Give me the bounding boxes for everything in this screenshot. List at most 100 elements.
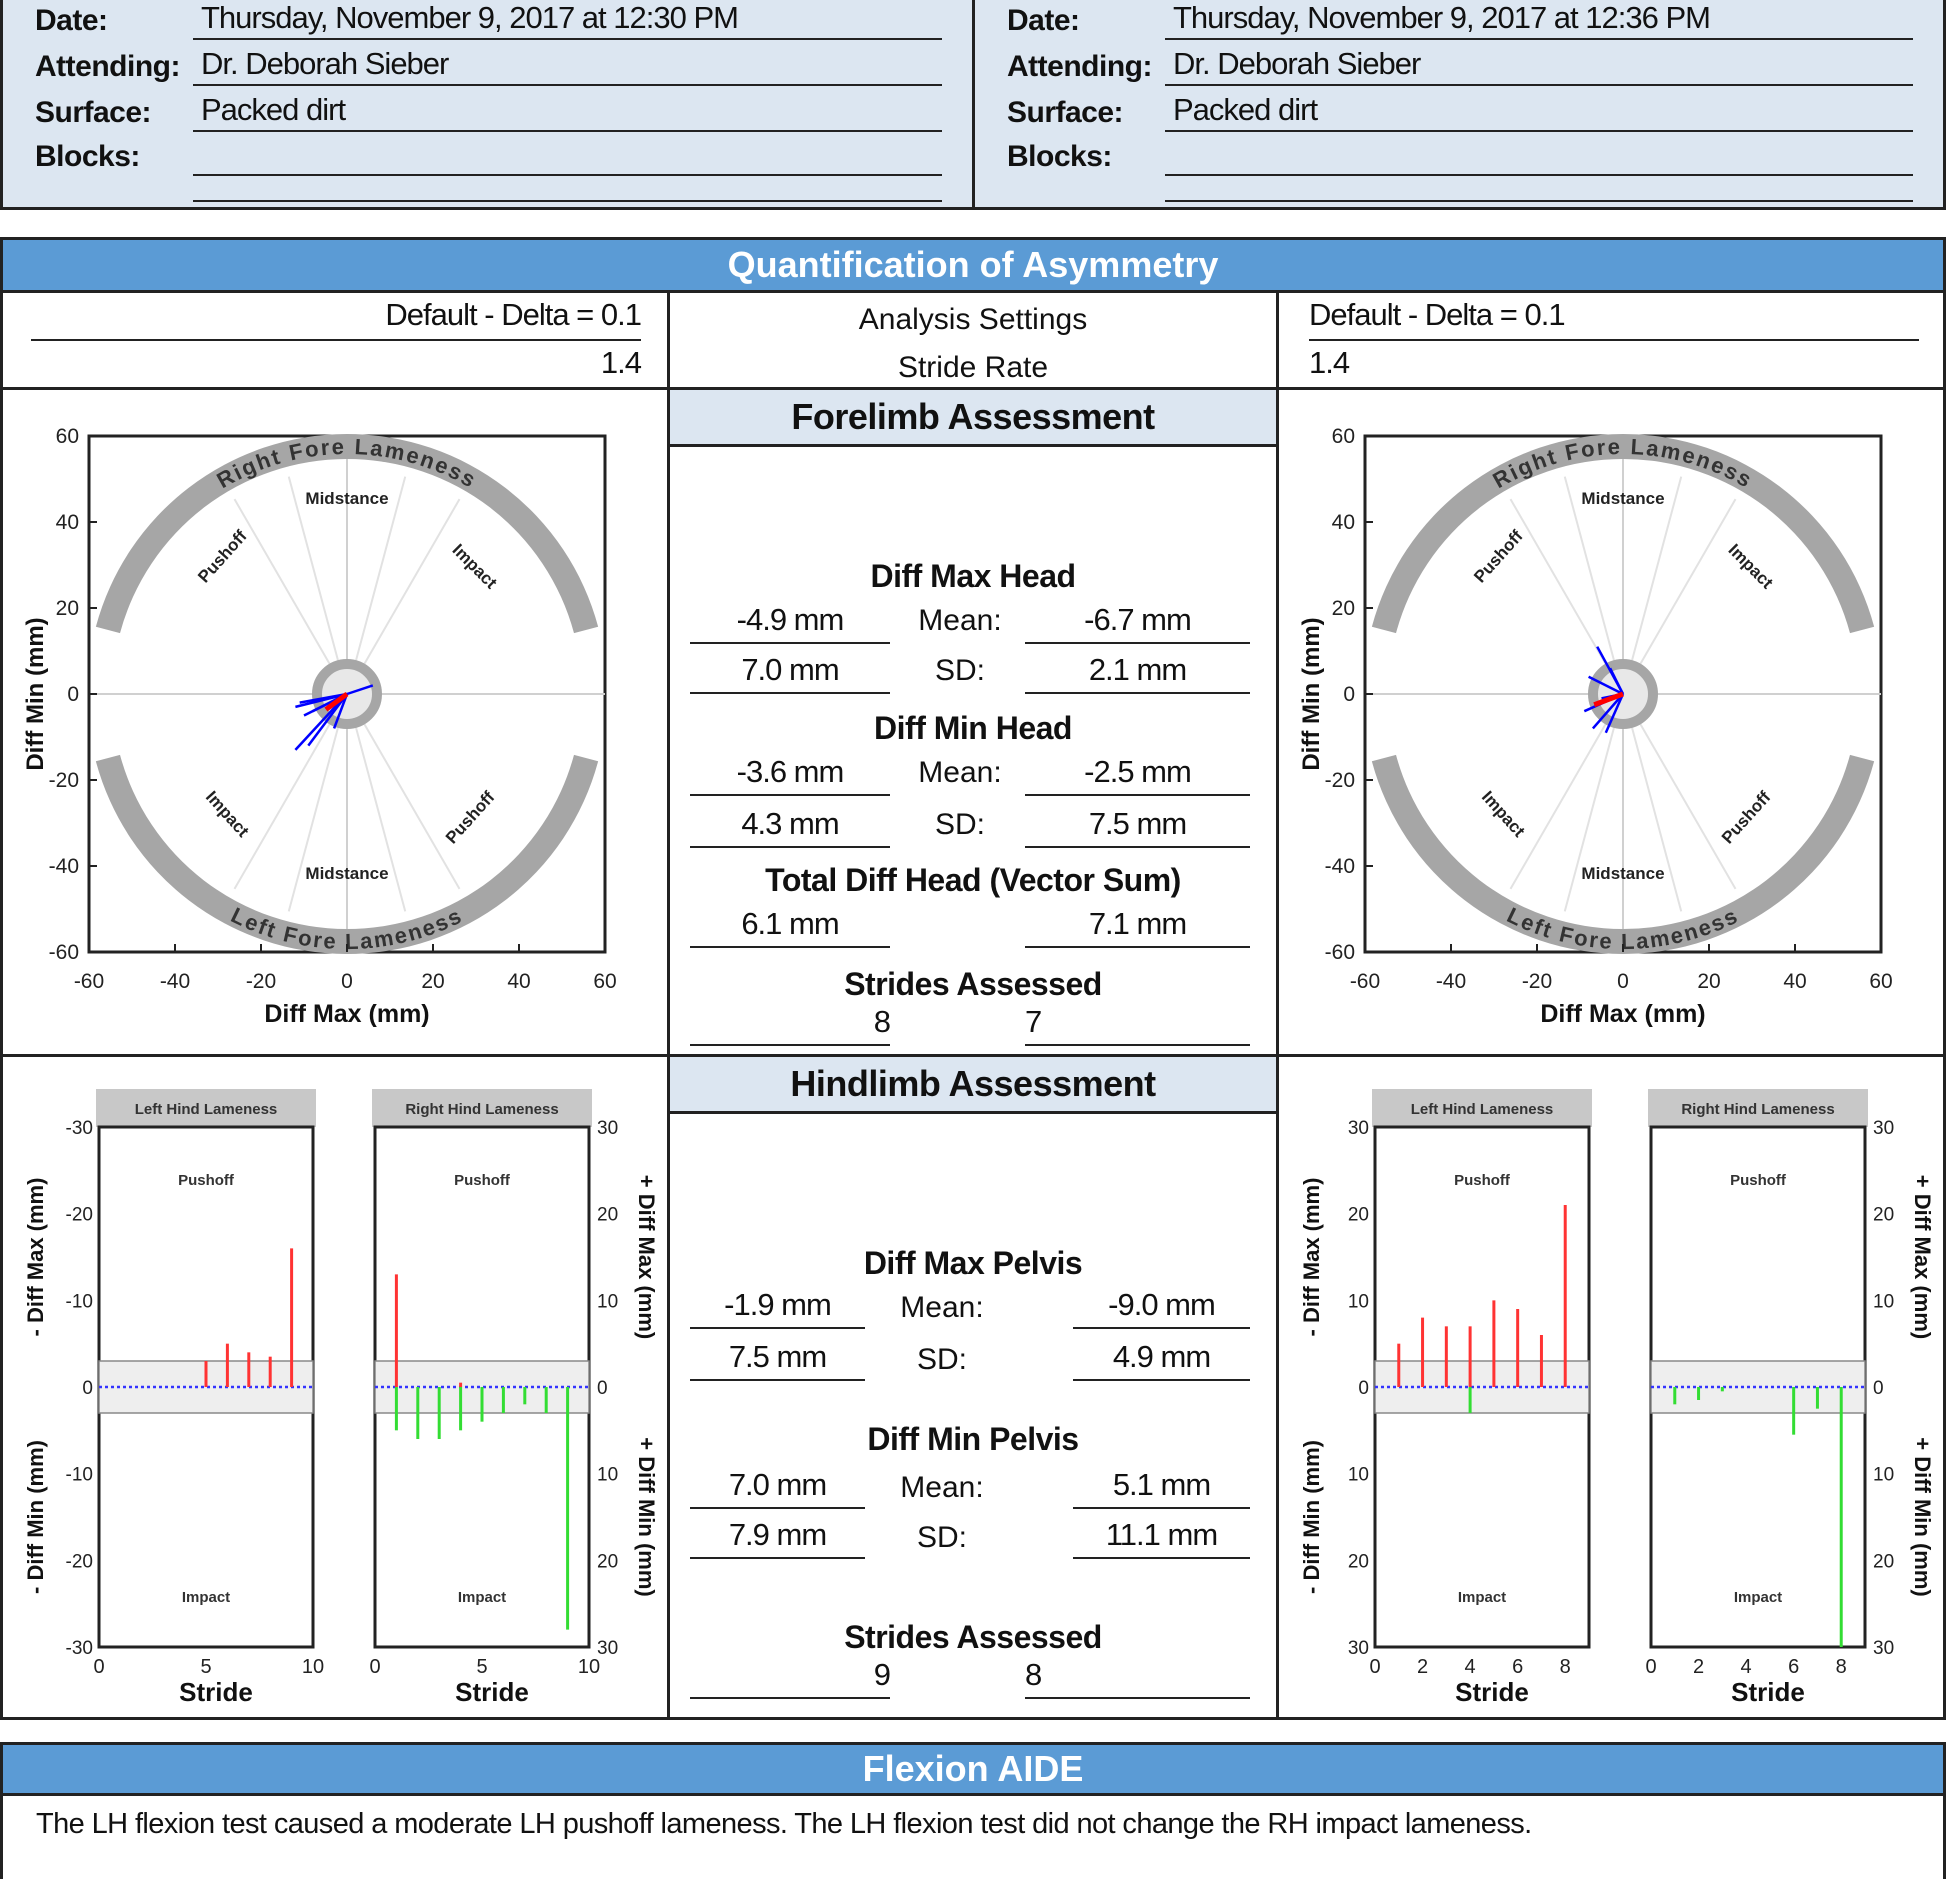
y-tick-label-left: -30 <box>66 1118 93 1139</box>
radial-guide <box>287 693 348 912</box>
pushoff-label: Pushoff <box>1730 1172 1787 1189</box>
x-tick-label: -20 <box>246 970 276 993</box>
x-tick-label: 60 <box>1869 970 1892 993</box>
surface-value: Packed dirt <box>1173 92 1318 127</box>
attending-value: Dr. Deborah Sieber <box>201 46 449 81</box>
pane-title-bar <box>1648 1089 1868 1127</box>
pane-title-bar <box>1372 1089 1592 1127</box>
y-tick-label-right: 10 <box>597 1465 618 1486</box>
mean-label: Mean: <box>900 1471 984 1504</box>
x-tick-label: 40 <box>507 970 530 993</box>
diff-max-head-title: Diff Max Head <box>870 558 1076 594</box>
total-diff-head-right: 7.1 mm <box>1025 906 1250 948</box>
x-tick-label: -20 <box>1522 970 1552 993</box>
blocks-label: Blocks: <box>1007 140 1112 173</box>
flexion-left-border <box>0 1793 3 1879</box>
x-axis-label: Stride <box>179 1677 253 1707</box>
x-tick-label: 60 <box>593 970 616 993</box>
radial-guide <box>233 693 348 890</box>
midstance-label-top: Midstance <box>1581 489 1664 508</box>
radial-guide <box>346 693 461 890</box>
diff-max-pelvis-left-mean: -1.9 mm <box>690 1287 865 1329</box>
y-tick-label: 60 <box>56 425 79 448</box>
y-tick-label-left: 30 <box>1348 1638 1369 1659</box>
x-tick-label: 5 <box>476 1656 487 1678</box>
x-tick-label: 8 <box>1836 1656 1847 1678</box>
y-axis-label-top-right: + Diff Max (mm) <box>1910 1175 1935 1339</box>
hindlimb-assessment-title: Hindlimb Assessment <box>667 1054 1279 1114</box>
impact-label: Impact <box>458 1589 506 1606</box>
settings-right: Default - Delta = 0.1 1.4 <box>1276 290 1946 390</box>
y-axis-label-bottom-right: + Diff Min (mm) <box>1910 1437 1935 1597</box>
y-tick-label-right: 30 <box>597 1118 618 1139</box>
x-tick-label: 40 <box>1783 970 1806 993</box>
x-tick-label: 4 <box>1465 1656 1476 1678</box>
y-tick-label-left: -20 <box>66 1551 93 1572</box>
stride-vector <box>346 684 374 696</box>
y-axis-label-top-left: - Diff Max (mm) <box>1299 1178 1324 1337</box>
y-tick-label: -40 <box>49 855 79 878</box>
stride-rate-right: 1.4 <box>1309 345 1919 389</box>
radial-guide <box>233 498 348 695</box>
x-tick-label: 0 <box>93 1656 104 1678</box>
surface-label: Surface: <box>35 96 152 129</box>
midstance-label-bottom: Midstance <box>1581 864 1664 883</box>
y-tick-label: 60 <box>1332 425 1355 448</box>
x-tick-label: 6 <box>1788 1656 1799 1678</box>
date-label: Date: <box>35 4 108 37</box>
impact-label: Impact <box>1458 1589 1506 1606</box>
y-tick-label-left: 0 <box>1358 1378 1369 1399</box>
mean-vector <box>1593 691 1624 708</box>
total-diff-head-left: 6.1 mm <box>690 906 890 948</box>
x-tick-label: 6 <box>1512 1656 1523 1678</box>
pushoff-label: Pushoff <box>454 1172 511 1189</box>
y-tick-label-right: 20 <box>1873 1551 1894 1572</box>
analysis-settings-left: Default - Delta = 0.1 <box>31 297 642 341</box>
sd-label: SD: <box>934 654 985 687</box>
hindlimb-stride-chart-1: Left Hind Lameness Pushoff Impact 0 5 10 Strid… <box>23 1089 659 1707</box>
stride-vector <box>1608 667 1625 695</box>
stride-vector <box>299 692 348 704</box>
y-tick-label-left: -20 <box>66 1205 93 1226</box>
attending-label: Attending: <box>35 50 180 83</box>
y-tick-label-right: 30 <box>597 1638 618 1659</box>
diff-max-pelvis-right-sd: 4.9 mm <box>1073 1339 1250 1381</box>
y-tick-label: 0 <box>67 683 79 706</box>
x-axis-label: Stride <box>1455 1677 1529 1707</box>
diff-min-pelvis-left-mean: 7.0 mm <box>690 1467 865 1509</box>
diff-min-pelvis-right-sd: 11.1 mm <box>1073 1517 1250 1559</box>
total-diff-head-title: Total Diff Head (Vector Sum) <box>765 862 1181 898</box>
strides-assessed-title: Strides Assessed <box>844 1619 1102 1655</box>
mean-label: Mean: <box>918 604 1002 637</box>
y-tick-label-right: 0 <box>597 1378 608 1399</box>
y-tick-label-left: 20 <box>1348 1551 1369 1572</box>
y-tick-label: 20 <box>56 597 79 620</box>
left-fore-arc <box>1371 754 1875 954</box>
x-tick-label: 0 <box>1645 1656 1656 1678</box>
stride-vector <box>1604 693 1625 734</box>
forelimb-chart-right-panel: Right Fore Lameness Left Fore Lameness Mid… <box>1276 387 1946 1057</box>
hindlimb-chart-left-panel: Left Hind Lameness Pushoff Impact 0 5 10 Strid… <box>0 1054 670 1720</box>
y-tick-label: -60 <box>1325 941 1355 964</box>
radial-guide <box>346 498 461 695</box>
hindlimb-stride-chart-2: Left Hind Lameness Pushoff Impact 0 2 4 6 8 Stri… <box>1299 1089 1935 1707</box>
y-axis-label-bottom-left: - Diff Min (mm) <box>1299 1440 1324 1594</box>
flexion-aide-header: Flexion AIDE <box>0 1742 1946 1796</box>
impact-label: Impact <box>182 1589 230 1606</box>
diff-max-head-left-mean: -4.9 mm <box>690 602 890 644</box>
surface-value: Packed dirt <box>201 92 346 127</box>
stride-vector <box>1591 693 1624 730</box>
x-tick-label: 2 <box>1417 1656 1428 1678</box>
analysis-settings-label: Analysis Settings <box>858 303 1088 336</box>
impact-label: Impact <box>1734 1589 1782 1606</box>
diff-min-pelvis-title: Diff Min Pelvis <box>867 1421 1079 1457</box>
forelimb-assessment-title: Forelimb Assessment <box>667 387 1279 447</box>
stride-rate-left: 1.4 <box>31 345 642 389</box>
right-fore-arc <box>1371 433 1875 634</box>
pane-title: Left Hind Lameness <box>1411 1101 1554 1118</box>
diff-max-pelvis-left-sd: 7.5 mm <box>690 1339 865 1381</box>
diff-max-head-right-sd: 2.1 mm <box>1025 652 1250 694</box>
x-tick-label: 4 <box>1741 1656 1752 1678</box>
y-tick-label-right: 20 <box>597 1551 618 1572</box>
